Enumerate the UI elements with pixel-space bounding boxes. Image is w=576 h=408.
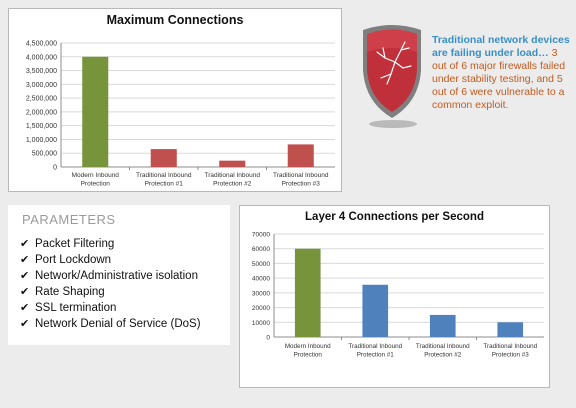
x-tick-label: Protection — [81, 181, 111, 188]
parameter-item: ✔ Rate Shaping — [20, 284, 201, 300]
checkmark-icon: ✔ — [20, 286, 30, 298]
shield-cracked-icon — [363, 25, 421, 128]
parameter-item: ✔ Port Lockdown — [20, 252, 201, 268]
x-tick-label: Traditional Inbound — [205, 172, 261, 179]
callout-highlight: Traditional network devices are failing … — [432, 34, 570, 59]
bar — [497, 322, 524, 337]
y-tick-label: 1,500,000 — [26, 123, 57, 130]
x-tick-label: Traditional Inbound — [273, 172, 329, 179]
callout-text: Traditional network devices are failing … — [432, 34, 572, 112]
y-tick-label: 4,000,000 — [26, 54, 57, 61]
bar — [82, 56, 109, 167]
x-tick-label: Protection #2 — [213, 181, 252, 188]
chart-title: Layer 4 Connections per Second — [305, 211, 484, 223]
x-tick-label: Protection #1 — [357, 351, 395, 358]
checkmark-icon: ✔ — [20, 238, 30, 250]
l4-cps-plot: 0 10000 20000 30000 40000 50000 60000 70000 Mode… — [252, 232, 544, 358]
y-tick-label: 0 — [266, 335, 270, 342]
bar — [362, 284, 389, 337]
y-tick-label: 50000 — [252, 261, 270, 268]
y-tick-label: 4,500,000 — [26, 41, 57, 48]
checkmark-icon: ✔ — [20, 270, 30, 282]
y-tick-label: 1,000,000 — [26, 137, 57, 144]
max-connections-plot: 0 500,000 1,000,000 1,500,000 2,000,000 2,500… — [26, 41, 335, 188]
parameter-item: ✔ Network Denial of Service (DoS) — [20, 316, 201, 332]
y-tick-label: 60000 — [252, 246, 270, 253]
x-tick-label: Protection — [294, 351, 323, 358]
x-tick-label: Modern Inbound — [285, 343, 331, 350]
y-tick-label: 2,000,000 — [26, 109, 57, 116]
parameter-label: Network/Administrative isolation — [35, 270, 198, 282]
parameter-label: Network Denial of Service (DoS) — [35, 318, 201, 330]
bar — [287, 144, 314, 167]
x-tick-label: Modern Inbound — [72, 172, 120, 179]
x-tick-label: Traditional Inbound — [136, 172, 192, 179]
parameter-item: ✔ Packet Filtering — [20, 236, 201, 252]
bar — [150, 149, 177, 167]
l4-cps-chart: Layer 4 Connections per Second 0 10000 200… — [239, 205, 550, 388]
y-tick-label: 10000 — [252, 320, 270, 327]
bar — [429, 314, 456, 337]
x-tick-label: Traditional Inbound — [483, 343, 537, 350]
x-tick-label: Protection #2 — [424, 351, 462, 358]
y-tick-label: 40000 — [252, 276, 270, 283]
parameters-list: ✔ Packet Filtering ✔ Port Lockdown ✔ Network/… — [20, 236, 201, 332]
callout-body: 3 out of 6 major firewalls failed under … — [432, 47, 566, 111]
parameter-item: ✔ SSL termination — [20, 300, 201, 316]
chart-title: Maximum Connections — [106, 13, 244, 27]
checkmark-icon: ✔ — [20, 318, 30, 330]
max-connections-chart: Maximum Connections 0 500,000 1,000,000 1,5… — [8, 8, 342, 192]
parameter-item: ✔ Network/Administrative isolation — [20, 268, 201, 284]
parameter-label: Rate Shaping — [35, 286, 105, 298]
bar — [294, 248, 321, 337]
x-tick-label: Protection #1 — [145, 181, 184, 188]
x-tick-label: Traditional Inbound — [348, 343, 402, 350]
y-tick-label: 3,500,000 — [26, 68, 57, 75]
parameter-label: SSL termination — [35, 302, 117, 314]
bar — [219, 160, 246, 167]
y-tick-label: 3,000,000 — [26, 82, 57, 89]
checkmark-icon: ✔ — [20, 254, 30, 266]
x-tick-label: Protection #3 — [492, 351, 530, 358]
parameters-box: PARAMETERS ✔ Packet Filtering ✔ Port Lockdo… — [8, 205, 230, 345]
y-tick-label: 20000 — [252, 305, 270, 312]
y-tick-label: 500,000 — [32, 151, 57, 158]
x-tick-label: Protection #3 — [282, 181, 321, 188]
y-tick-label: 30000 — [252, 290, 270, 297]
y-tick-label: 0 — [53, 165, 57, 172]
parameter-label: Port Lockdown — [35, 254, 112, 266]
parameters-title: PARAMETERS — [22, 212, 116, 227]
x-tick-label: Traditional Inbound — [416, 343, 470, 350]
y-tick-label: 70000 — [252, 232, 270, 239]
y-tick-label: 2,500,000 — [26, 96, 57, 103]
parameter-label: Packet Filtering — [35, 238, 115, 250]
checkmark-icon: ✔ — [20, 302, 30, 314]
